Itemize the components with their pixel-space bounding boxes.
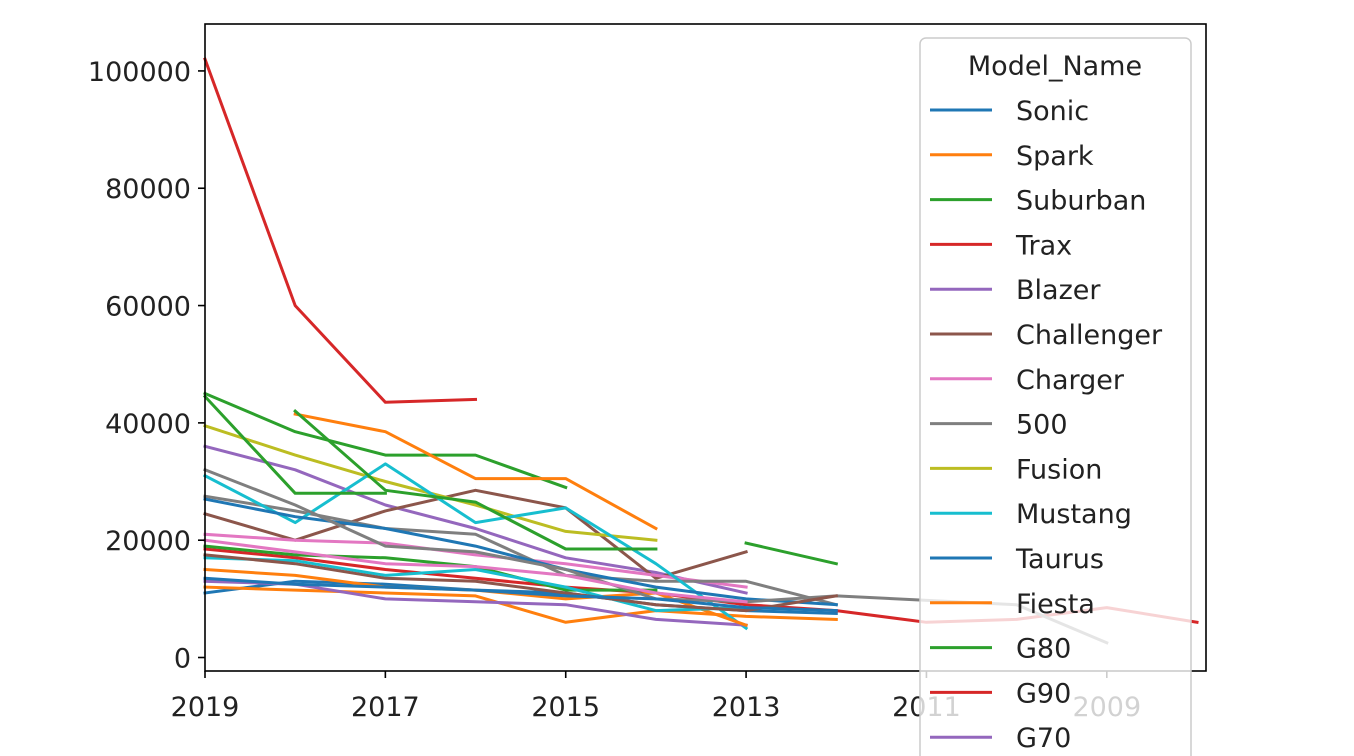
legend-label: Sonic xyxy=(1016,96,1089,127)
legend-item-blazer: Blazer xyxy=(930,275,1101,306)
legend-entries: Sonic Spark Suburban Trax Blazer Challenger Ch… xyxy=(930,96,1163,754)
series-line-mustang xyxy=(202,462,749,631)
x-tick-label-2019: 2019 xyxy=(171,692,240,723)
series-line-unnamed-15 xyxy=(293,408,658,551)
series-line-spark xyxy=(203,585,838,624)
legend-item-500: 500 xyxy=(930,410,1068,441)
legend-item-sonic: Sonic xyxy=(930,96,1089,127)
series-line-taurus xyxy=(203,497,838,607)
y-tick-label-0: 0 xyxy=(174,644,191,675)
legend-label: Challenger xyxy=(1016,320,1163,351)
legend-item-challenger: Challenger xyxy=(930,320,1163,351)
legend-item-charger: Charger xyxy=(930,365,1125,396)
series-line-suburban xyxy=(203,391,568,490)
legend-label: G70 xyxy=(1016,723,1071,754)
series-line-g80 xyxy=(202,394,387,495)
legend-item-spark: Spark xyxy=(930,141,1094,172)
series-line-fiesta xyxy=(293,412,658,531)
legend-label: Blazer xyxy=(1016,275,1101,306)
legend-label: Spark xyxy=(1016,141,1094,172)
legend-label: Fiesta xyxy=(1016,589,1095,620)
y-tick-label-20000: 20000 xyxy=(105,526,191,557)
y-tick-label-40000: 40000 xyxy=(105,409,191,440)
legend-frame xyxy=(919,37,1192,756)
series-line-charger xyxy=(203,532,748,589)
legend-item-g80: G80 xyxy=(930,634,1071,665)
legend-label: Suburban xyxy=(1016,186,1146,217)
x-tick-label-2017: 2017 xyxy=(351,692,420,723)
legend-label: Trax xyxy=(1015,230,1072,261)
series-line-unnamed-22 xyxy=(203,538,748,604)
legend-item-fusion: Fusion xyxy=(930,454,1102,485)
y-tick-label-80000: 80000 xyxy=(105,174,191,205)
legend-item-fiesta: Fiesta xyxy=(930,589,1095,620)
legend-label: G80 xyxy=(1016,634,1071,665)
legend-label: 500 xyxy=(1016,410,1068,441)
x-tick-label-2015: 2015 xyxy=(531,692,600,723)
legend-label: Charger xyxy=(1016,365,1125,396)
legend-item-trax: Trax xyxy=(930,230,1072,261)
legend-item-g90: G90 xyxy=(930,678,1071,709)
legend-label: Fusion xyxy=(1016,454,1102,485)
legend-item-g70: G70 xyxy=(930,723,1071,754)
x-tick-label-2013: 2013 xyxy=(712,692,781,723)
legend: Model_Name Sonic Spark Suburban Trax Blazer C… xyxy=(919,37,1192,756)
legend-label: Mustang xyxy=(1016,499,1132,530)
series-line-unnamed-19 xyxy=(203,556,748,613)
series-line-blazer xyxy=(203,444,748,595)
legend-item-taurus: Taurus xyxy=(930,544,1104,575)
legend-item-suburban: Suburban xyxy=(930,186,1146,217)
series-line-unnamed-21 xyxy=(203,553,839,613)
series-line-unnamed-23 xyxy=(203,576,838,613)
series-line-unnamed-16 xyxy=(744,541,839,566)
legend-label: G90 xyxy=(1016,678,1071,709)
legend-item-mustang: Mustang xyxy=(930,499,1132,530)
legend-title: Model_Name xyxy=(968,51,1142,82)
y-tick-label-60000: 60000 xyxy=(105,292,191,323)
series-line-trax xyxy=(203,57,478,404)
legend-label: Taurus xyxy=(1015,544,1104,575)
y-tick-label-100000: 100000 xyxy=(88,57,191,88)
plot-frame xyxy=(204,23,1207,672)
